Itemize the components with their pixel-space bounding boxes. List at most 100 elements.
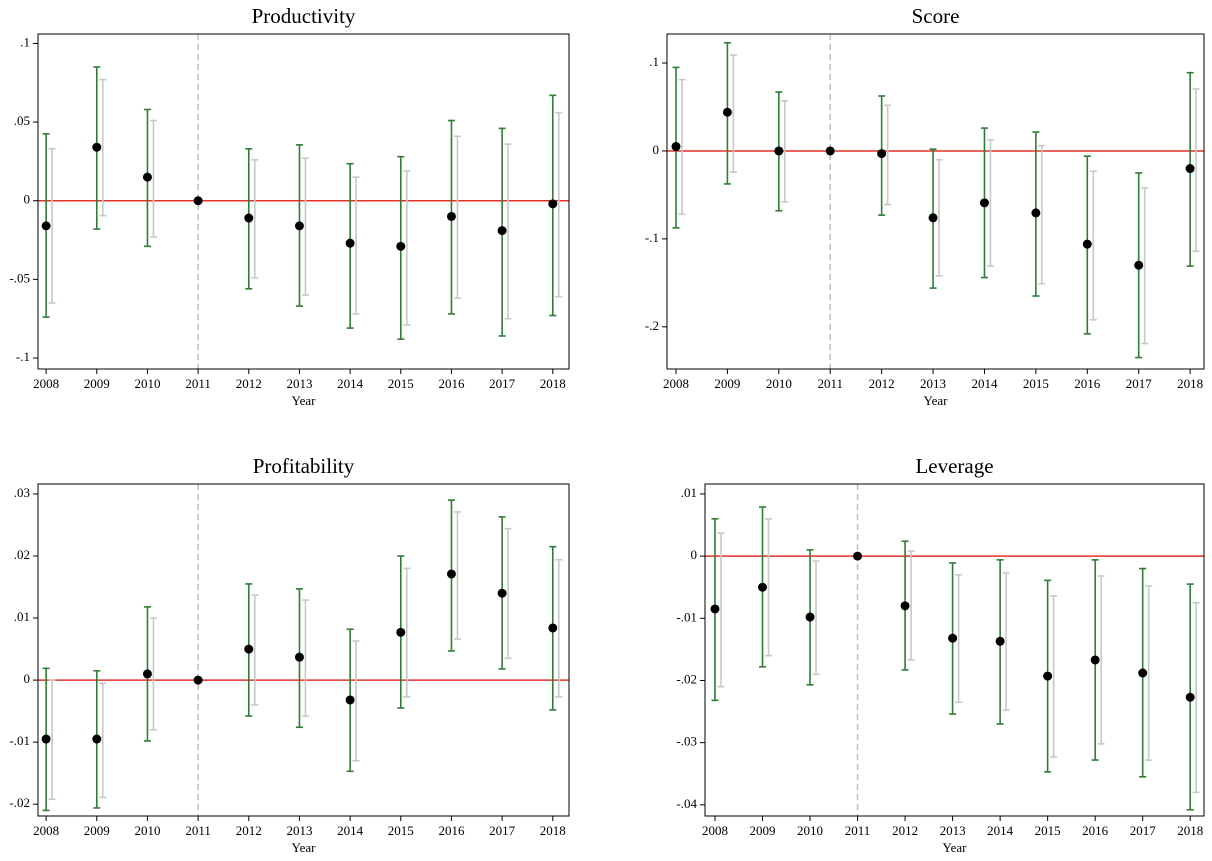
x-tick-label: 2017: [489, 376, 516, 391]
y-tick-label: .01: [14, 609, 30, 624]
x-tick-label: 2010: [134, 376, 160, 391]
y-tick-label: .1: [649, 54, 659, 69]
x-tick-label: 2010: [134, 823, 160, 838]
point-estimate: [142, 172, 152, 182]
y-tick-label: 0: [691, 547, 698, 562]
x-tick-label: 2012: [236, 376, 262, 391]
point-estimate: [446, 569, 456, 579]
point-estimate: [928, 213, 938, 223]
point-estimate: [774, 146, 784, 156]
point-estimate: [294, 221, 304, 231]
x-tick-label: 2012: [892, 823, 918, 838]
point-estimate: [825, 146, 835, 156]
point-estimate: [41, 734, 51, 744]
point-estimate: [853, 551, 863, 561]
x-tick-label: 2014: [987, 823, 1014, 838]
x-tick-label: 2013: [920, 376, 946, 391]
x-tick-label: 2013: [286, 376, 312, 391]
y-tick-label: .03: [14, 485, 30, 500]
point-estimate: [548, 199, 558, 209]
x-axis-label: Year: [924, 393, 949, 408]
point-estimate: [900, 601, 910, 611]
plot-frame: [37, 33, 570, 370]
x-tick-label: 2011: [845, 823, 871, 838]
x-axis-label: Year: [292, 393, 317, 408]
x-tick-label: 2017: [1130, 823, 1157, 838]
x-tick-label: 2015: [388, 823, 414, 838]
y-tick-label: -.1: [16, 349, 30, 364]
point-estimate: [396, 627, 406, 637]
point-estimate: [1043, 671, 1053, 681]
point-estimate: [1185, 164, 1195, 174]
panel-title: Leverage: [915, 454, 993, 478]
x-tick-label: 2017: [1126, 376, 1153, 391]
x-tick-label: 2012: [869, 376, 895, 391]
x-tick-label: 2018: [1177, 823, 1203, 838]
y-tick-label: -.1: [645, 230, 659, 245]
point-estimate: [1138, 668, 1148, 678]
point-estimate: [710, 604, 720, 614]
x-tick-label: 2008: [702, 823, 728, 838]
x-tick-label: 2009: [750, 823, 776, 838]
point-estimate: [294, 652, 304, 662]
x-tick-label: 2013: [940, 823, 966, 838]
y-tick-label: -.04: [676, 796, 697, 811]
x-tick-label: 2011: [185, 376, 211, 391]
y-tick-label: -.01: [9, 733, 30, 748]
point-estimate: [446, 211, 456, 221]
x-tick-label: 2014: [337, 376, 364, 391]
x-axis-label: Year: [943, 840, 968, 855]
x-tick-label: 2009: [84, 376, 110, 391]
x-tick-label: 2008: [663, 376, 689, 391]
point-estimate: [1185, 692, 1195, 702]
x-tick-label: 2009: [84, 823, 110, 838]
y-tick-label: -.05: [9, 270, 30, 285]
point-estimate: [193, 196, 203, 206]
x-tick-label: 2018: [540, 376, 566, 391]
x-tick-label: 2009: [714, 376, 740, 391]
x-tick-label: 2015: [1023, 376, 1049, 391]
panel-title: Score: [912, 4, 960, 28]
x-tick-label: 2016: [438, 823, 465, 838]
panel-title: Productivity: [252, 4, 356, 28]
x-tick-label: 2010: [797, 823, 823, 838]
point-estimate: [345, 695, 355, 705]
x-tick-label: 2013: [286, 823, 312, 838]
point-estimate: [995, 636, 1005, 646]
x-tick-label: 2017: [489, 823, 516, 838]
plot-frame: [666, 33, 1205, 370]
point-estimate: [758, 582, 768, 592]
y-tick-label: -.01: [676, 609, 697, 624]
point-estimate: [671, 142, 681, 152]
y-tick-label: 0: [24, 671, 31, 686]
plot-frame: [704, 483, 1205, 817]
y-tick-label: .1: [20, 34, 30, 49]
x-tick-label: 2012: [236, 823, 262, 838]
panel-title: Profitability: [253, 454, 355, 478]
point-estimate: [244, 213, 254, 223]
x-tick-label: 2018: [1177, 376, 1203, 391]
point-estimate: [396, 241, 406, 251]
y-tick-label: 0: [653, 142, 660, 157]
x-tick-label: 2010: [766, 376, 792, 391]
x-tick-label: 2016: [1082, 823, 1109, 838]
x-tick-label: 2018: [540, 823, 566, 838]
point-estimate: [1134, 260, 1144, 270]
point-estimate: [805, 612, 815, 622]
y-tick-label: -.2: [645, 318, 659, 333]
y-tick-label: -.03: [676, 734, 697, 749]
point-estimate: [979, 198, 989, 208]
y-tick-label: .05: [14, 113, 30, 128]
point-estimate: [722, 107, 732, 117]
point-estimate: [548, 623, 558, 633]
point-estimate: [1082, 239, 1092, 249]
y-tick-label: -.02: [676, 671, 697, 686]
point-estimate: [193, 675, 203, 685]
point-estimate: [877, 149, 887, 159]
point-estimate: [92, 142, 102, 152]
point-estimate: [497, 588, 507, 598]
y-tick-label: .01: [681, 485, 697, 500]
point-estimate: [142, 669, 152, 679]
point-estimate: [244, 644, 254, 654]
